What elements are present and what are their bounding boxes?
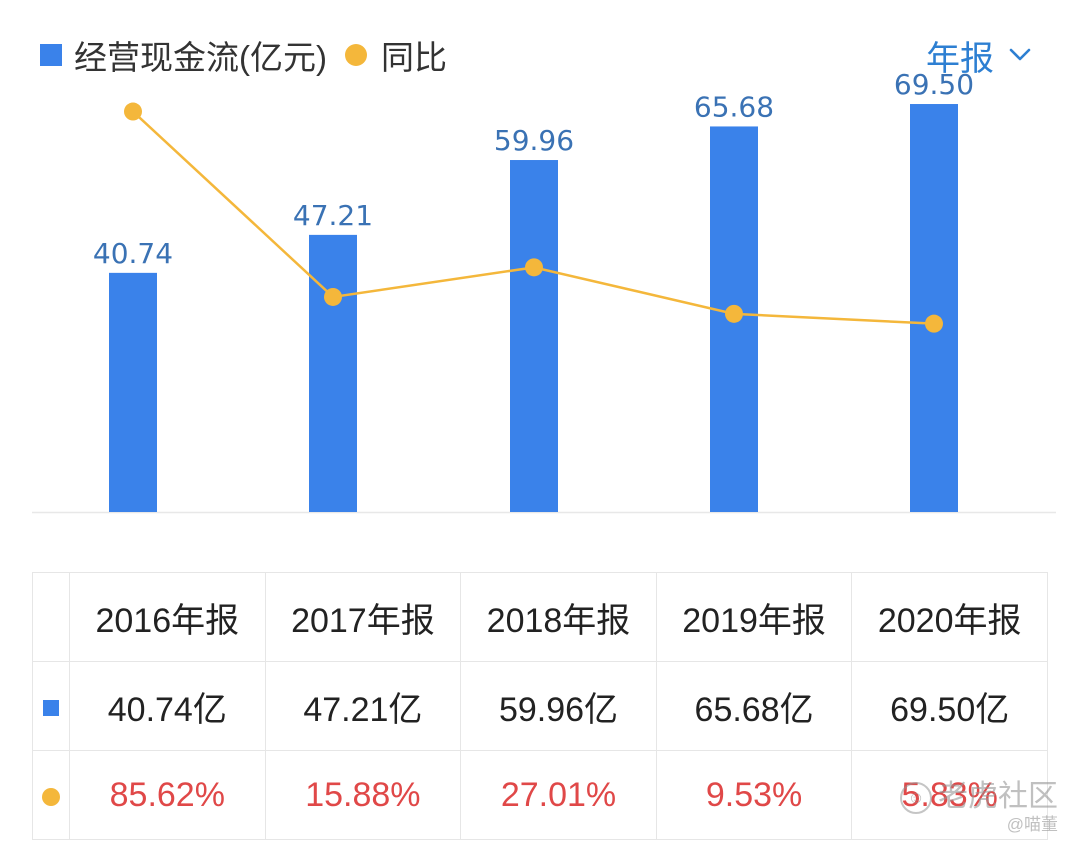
- yoy-point-4: [925, 314, 943, 333]
- legend-line-label: 同比: [380, 39, 447, 76]
- bar-4: [910, 104, 958, 512]
- legend-bar-marker: [40, 44, 62, 66]
- table-cell: 5.83%: [851, 750, 1048, 840]
- bar-series-marker: [43, 699, 59, 716]
- legend-line-marker: [344, 44, 367, 66]
- legend-bar-label: 经营现金流(亿元): [74, 39, 327, 76]
- yoy-point-0: [124, 102, 142, 121]
- table-cell: 27.01%: [460, 750, 657, 840]
- table-header-cell: 2019年报: [655, 572, 853, 662]
- table-cell: 47.21亿: [264, 661, 462, 751]
- bar-data-label-4: 69.50: [894, 68, 974, 101]
- bar-data-label-0: 40.74: [93, 237, 173, 270]
- bar-data-label-3: 65.68: [694, 90, 774, 123]
- bar-2: [510, 160, 558, 512]
- table-header-cell: 2018年报: [460, 572, 657, 662]
- cashflow-chart: 40.74 47.21 59.96 65.68 69.50: [32, 68, 1056, 514]
- yoy-point-3: [725, 304, 743, 323]
- table-cell: 69.50亿: [851, 661, 1048, 751]
- table-header-cell: 2017年报: [264, 572, 462, 662]
- table-header-cell: 2020年报: [851, 572, 1048, 662]
- table-cell: 65.68亿: [655, 661, 853, 751]
- line-series-marker: [42, 787, 60, 806]
- row-marker-cell: [32, 661, 70, 751]
- bar-0: [109, 272, 157, 512]
- bar-data-label-2: 59.96: [494, 124, 574, 157]
- chart-legend: 经营现金流(亿元) 同比: [40, 30, 447, 80]
- data-table: 2016年报 2017年报 2018年报 2019年报 2020年报 40.74…: [32, 572, 1048, 840]
- period-selector-label: 年报: [926, 39, 994, 78]
- table-cell: 40.74亿: [69, 661, 266, 751]
- bar-1: [309, 234, 357, 513]
- table-cell: 85.62%: [69, 750, 266, 840]
- table-header-row: 2016年报 2017年报 2018年报 2019年报 2020年报: [32, 572, 1048, 662]
- bar-data-label-1: 47.21: [293, 199, 373, 232]
- table-cell: 15.88%: [264, 750, 462, 840]
- table-corner-cell: [32, 572, 70, 662]
- table-cell: 9.53%: [655, 750, 853, 840]
- period-selector[interactable]: 年报: [926, 30, 1032, 80]
- table-header-cell: 2016年报: [69, 572, 266, 662]
- yoy-point-1: [324, 287, 342, 306]
- row-marker-cell: [32, 750, 70, 840]
- chevron-down-icon: [1009, 48, 1031, 61]
- yoy-point-2: [525, 258, 543, 277]
- table-cell: 59.96亿: [460, 661, 657, 751]
- table-row-yoy: 85.62% 15.88% 27.01% 9.53% 5.83%: [32, 750, 1048, 840]
- table-row-cashflow: 40.74亿 47.21亿 59.96亿 65.68亿 69.50亿: [32, 661, 1048, 751]
